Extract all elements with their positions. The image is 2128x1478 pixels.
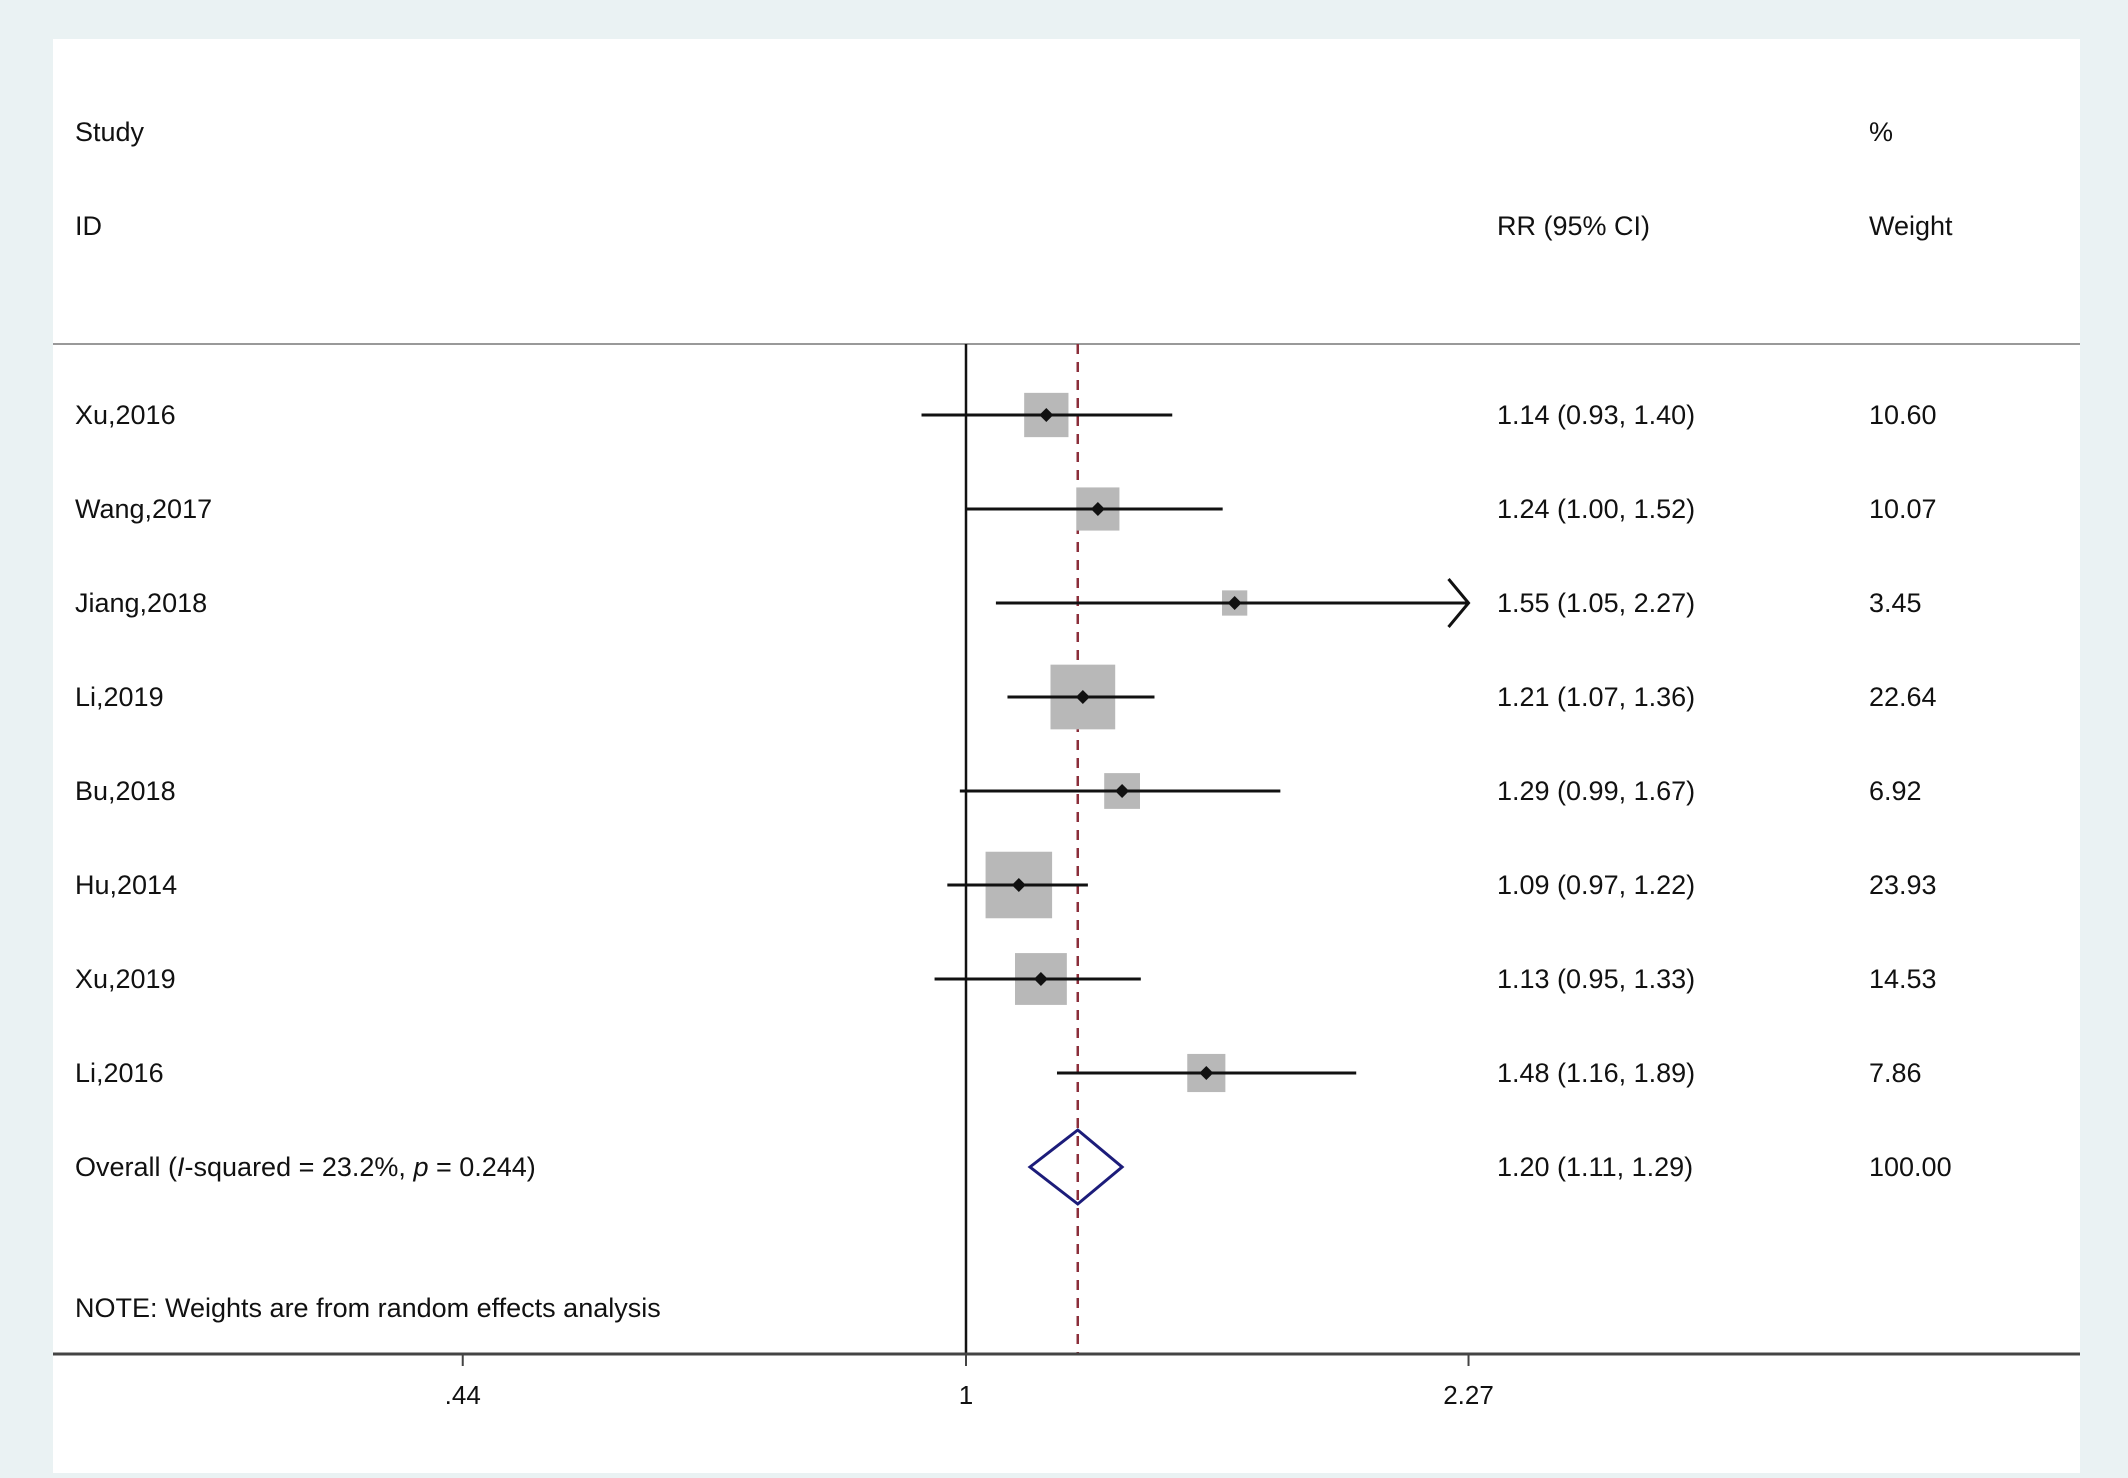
header-percent: % xyxy=(1869,117,1893,147)
weight-text: 22.64 xyxy=(1869,682,1937,712)
point-estimate xyxy=(1011,878,1026,892)
point-estimate xyxy=(1199,1066,1214,1080)
weights-note: NOTE: Weights are from random effects an… xyxy=(75,1293,661,1323)
weight-text: 23.93 xyxy=(1869,870,1937,900)
study-rows: Xu,2016 1.14 (0.93, 1.40) 10.60 Wang,2017 1.… xyxy=(75,392,1937,1093)
ci-text: 1.09 (0.97, 1.22) xyxy=(1497,870,1695,900)
ci-arrow xyxy=(1447,578,1471,628)
weight-text: 14.53 xyxy=(1869,964,1937,994)
header-effect: RR (95% CI) xyxy=(1497,211,1650,241)
study-name: Li,2019 xyxy=(75,682,164,712)
study-row: Hu,2014 1.09 (0.97, 1.22) 23.93 xyxy=(75,851,1937,919)
study-name: Wang,2017 xyxy=(75,494,212,524)
study-name: Hu,2014 xyxy=(75,870,177,900)
weight-text: 10.60 xyxy=(1869,400,1937,430)
study-row: Xu,2016 1.14 (0.93, 1.40) 10.60 xyxy=(75,392,1937,438)
study-row: Li,2019 1.21 (1.07, 1.36) 22.64 xyxy=(75,664,1937,730)
overall-weight-text: 100.00 xyxy=(1869,1152,1952,1182)
x-tick-label: .44 xyxy=(445,1380,481,1410)
study-name: Li,2016 xyxy=(75,1058,164,1088)
ci-text: 1.24 (1.00, 1.52) xyxy=(1497,494,1695,524)
point-estimate xyxy=(1115,784,1130,798)
study-row: Li,2016 1.48 (1.16, 1.89) 7.86 xyxy=(75,1053,1922,1093)
study-name: Bu,2018 xyxy=(75,776,176,806)
forest-plot: Study ID RR (95% CI) % Weight Xu,2016 1.1… xyxy=(53,117,2080,1410)
ci-text: 1.55 (1.05, 2.27) xyxy=(1497,588,1695,618)
header-study: Study xyxy=(75,117,145,147)
x-tick-label: 2.27 xyxy=(1443,1380,1494,1410)
ci-text: 1.13 (0.95, 1.33) xyxy=(1497,964,1695,994)
header-weight: Weight xyxy=(1869,211,1953,241)
study-row: Wang,2017 1.24 (1.00, 1.52) 10.07 xyxy=(75,487,1937,531)
weight-text: 3.45 xyxy=(1869,588,1922,618)
study-row: Bu,2018 1.29 (0.99, 1.67) 6.92 xyxy=(75,773,1922,809)
point-estimate xyxy=(1039,408,1054,422)
weight-text: 6.92 xyxy=(1869,776,1922,806)
point-estimate xyxy=(1090,502,1105,516)
ci-text: 1.21 (1.07, 1.36) xyxy=(1497,682,1695,712)
study-row: Jiang,2018 1.55 (1.05, 2.27) 3.45 xyxy=(75,578,1922,628)
ci-text: 1.48 (1.16, 1.89) xyxy=(1497,1058,1695,1088)
study-name: Jiang,2018 xyxy=(75,588,207,618)
study-name: Xu,2016 xyxy=(75,400,176,430)
point-estimate xyxy=(1033,972,1048,986)
study-row: Xu,2019 1.13 (0.95, 1.33) 14.53 xyxy=(75,953,1937,1005)
overall-label: Overall (I-squared = 23.2%, p = 0.244) xyxy=(75,1152,536,1182)
study-name: Xu,2019 xyxy=(75,964,176,994)
point-estimate xyxy=(1075,690,1090,704)
forest-plot-panel: Study ID RR (95% CI) % Weight Xu,2016 1.1… xyxy=(53,39,2080,1473)
header-id: ID xyxy=(75,211,102,241)
overall-ci-text: 1.20 (1.11, 1.29) xyxy=(1497,1152,1693,1182)
weight-text: 7.86 xyxy=(1869,1058,1922,1088)
weight-text: 10.07 xyxy=(1869,494,1937,524)
x-tick-label: 1 xyxy=(959,1380,973,1410)
overall-diamond xyxy=(1027,1128,1125,1206)
point-estimate xyxy=(1227,596,1242,610)
ci-text: 1.29 (0.99, 1.67) xyxy=(1497,776,1695,806)
x-axis-ticks: .44 1 2.27 xyxy=(445,1354,1494,1410)
ci-text: 1.14 (0.93, 1.40) xyxy=(1497,400,1695,430)
